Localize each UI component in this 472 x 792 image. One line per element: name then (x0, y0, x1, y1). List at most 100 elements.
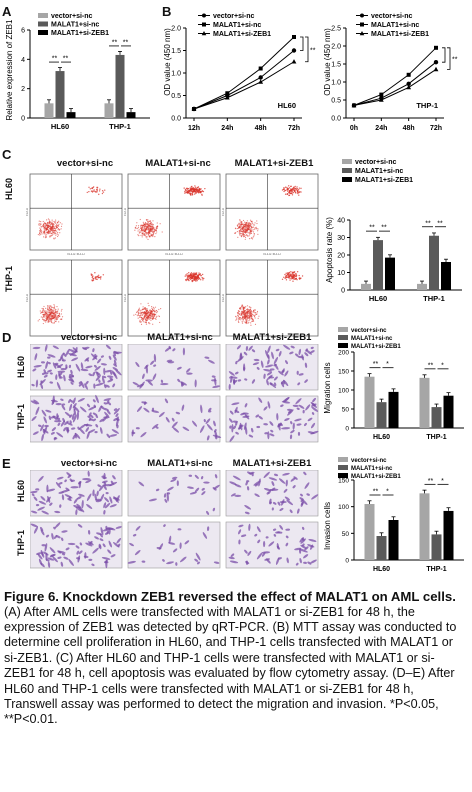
panel-letter-a: A (2, 4, 12, 19)
panel-e-stained-cell (108, 540, 113, 548)
panel-b-thp1-line-chart: OD value (450 nm) 0.00.51.01.52.02.50h 24… (323, 13, 458, 132)
panel-b-hl60-ytick-label: 1.5 (171, 48, 181, 55)
panel-e-stained-cell (295, 562, 299, 566)
flow-event-dot (157, 225, 159, 227)
flow-event-dot (253, 224, 256, 226)
flow-event-dot (56, 222, 59, 224)
flow-event-dot (138, 307, 140, 309)
flow-event-dot (288, 273, 291, 275)
flow-event-dot (243, 231, 245, 234)
panel-a-legend-label: vector+si-nc (51, 13, 93, 20)
panel-d-stained-cell (310, 430, 319, 435)
panel-b-thp1-point (406, 72, 411, 77)
flow-event-dot (298, 194, 300, 196)
panel-d-stained-cell (32, 368, 37, 372)
flow-event-dot (144, 225, 146, 227)
panel-e-stained-cell (247, 471, 252, 475)
flow-event-dot (145, 236, 147, 238)
panel-d-stained-cell (191, 420, 198, 427)
panel-d-stained-cell (242, 415, 250, 418)
panel-e-legend-label: MALAT1+si-ZEB1 (351, 474, 401, 480)
flow-event-dot (195, 272, 198, 274)
flow-event-dot (249, 219, 252, 221)
panel-e-stained-cell (56, 476, 64, 480)
panel-b-hl60-point (191, 106, 197, 111)
flow-event-dot (241, 321, 243, 323)
flow-event-dot (45, 224, 47, 227)
flow-event-dot (241, 310, 243, 313)
panel-a-legend-swatch (38, 30, 48, 35)
flow-event-dot (139, 310, 141, 312)
panel-e-stained-cell (175, 562, 178, 566)
panel-e-stained-cell (310, 559, 317, 564)
flow-event-dot (142, 311, 144, 314)
flow-event-dot (251, 237, 253, 239)
flow-event-dot (53, 322, 55, 324)
panel-b-thp1-legend-marker (360, 13, 364, 18)
flow-event-dot (297, 189, 300, 191)
panel-d-stained-cell (135, 361, 140, 368)
panel-d-ytick-label: 50 (342, 407, 350, 414)
panel-e-stained-cell (103, 484, 107, 491)
flow-event-dot (281, 278, 284, 281)
panel-e-stained-cell (75, 509, 78, 516)
flow-event-dot (294, 188, 296, 190)
flow-event-dot (185, 279, 187, 281)
panel-e-stained-cell (155, 488, 160, 492)
flow-event-dot (138, 309, 140, 312)
flow-event-dot (50, 222, 52, 224)
flow-event-dot (141, 314, 143, 316)
flow-event-dot (44, 231, 46, 233)
flow-event-dot (133, 314, 135, 316)
flow-event-dot (144, 317, 146, 319)
flow-event-dot (50, 310, 52, 312)
panel-d-stained-cell (147, 380, 153, 386)
flow-event-dot (197, 190, 200, 193)
panel-e-stained-cell (162, 559, 165, 562)
panel-e-stained-cell (78, 506, 85, 513)
panel-e-stained-cell (172, 548, 178, 553)
panel-letter-d: D (2, 330, 12, 345)
panel-d-stained-cell (47, 369, 52, 373)
panel-d-stained-cell (181, 404, 185, 411)
flow-event-dot (246, 225, 248, 227)
flow-event-dot (238, 232, 240, 234)
panel-e-stained-cell (107, 527, 116, 531)
panel-d-stained-cell (112, 383, 116, 388)
flow-event-dot (247, 232, 249, 234)
panel-e-stained-cell (170, 478, 177, 482)
panel-b-hl60-legend-label: MALAT1+si-nc (213, 22, 261, 29)
panel-e-stained-cell (184, 540, 190, 545)
flow-event-dot (147, 302, 149, 304)
panel-d-stained-cell (302, 409, 305, 414)
flow-event-dot (57, 234, 60, 236)
flow-event-dot (248, 314, 250, 317)
panel-a-bar (104, 103, 114, 118)
panel-d-stained-cell (258, 397, 263, 403)
panel-d-stained-cell (72, 397, 76, 405)
flow-event-dot (256, 313, 258, 315)
flow-event-dot (192, 272, 195, 274)
flow-event-dot (45, 233, 47, 236)
panel-e-stained-cell (91, 563, 95, 567)
flow-x-axis-label: FL1-H::FL1-H (165, 338, 182, 340)
flow-event-dot (242, 312, 244, 314)
panel-e-stained-cell (257, 539, 261, 544)
flow-event-dot (197, 276, 200, 279)
panel-d-stained-cell (310, 346, 314, 350)
flow-event-dot (301, 275, 304, 277)
panel-e-stained-cell (87, 541, 94, 546)
panel-b-hl60-xtick-label: 72h (288, 125, 300, 132)
panel-d-stained-cell (256, 425, 261, 429)
flow-event-dot (137, 317, 139, 319)
flow-event-dot (37, 233, 39, 236)
panel-d-category-label: HL60 (373, 434, 390, 441)
panel-d-stained-cell (311, 403, 317, 407)
flow-event-dot (94, 272, 96, 274)
panel-d-stained-cell (48, 415, 52, 421)
flow-event-dot (253, 235, 255, 237)
panel-b-hl60-legend-marker (202, 13, 206, 18)
flow-event-dot (194, 190, 197, 193)
panel-d-stained-cell (208, 359, 215, 364)
